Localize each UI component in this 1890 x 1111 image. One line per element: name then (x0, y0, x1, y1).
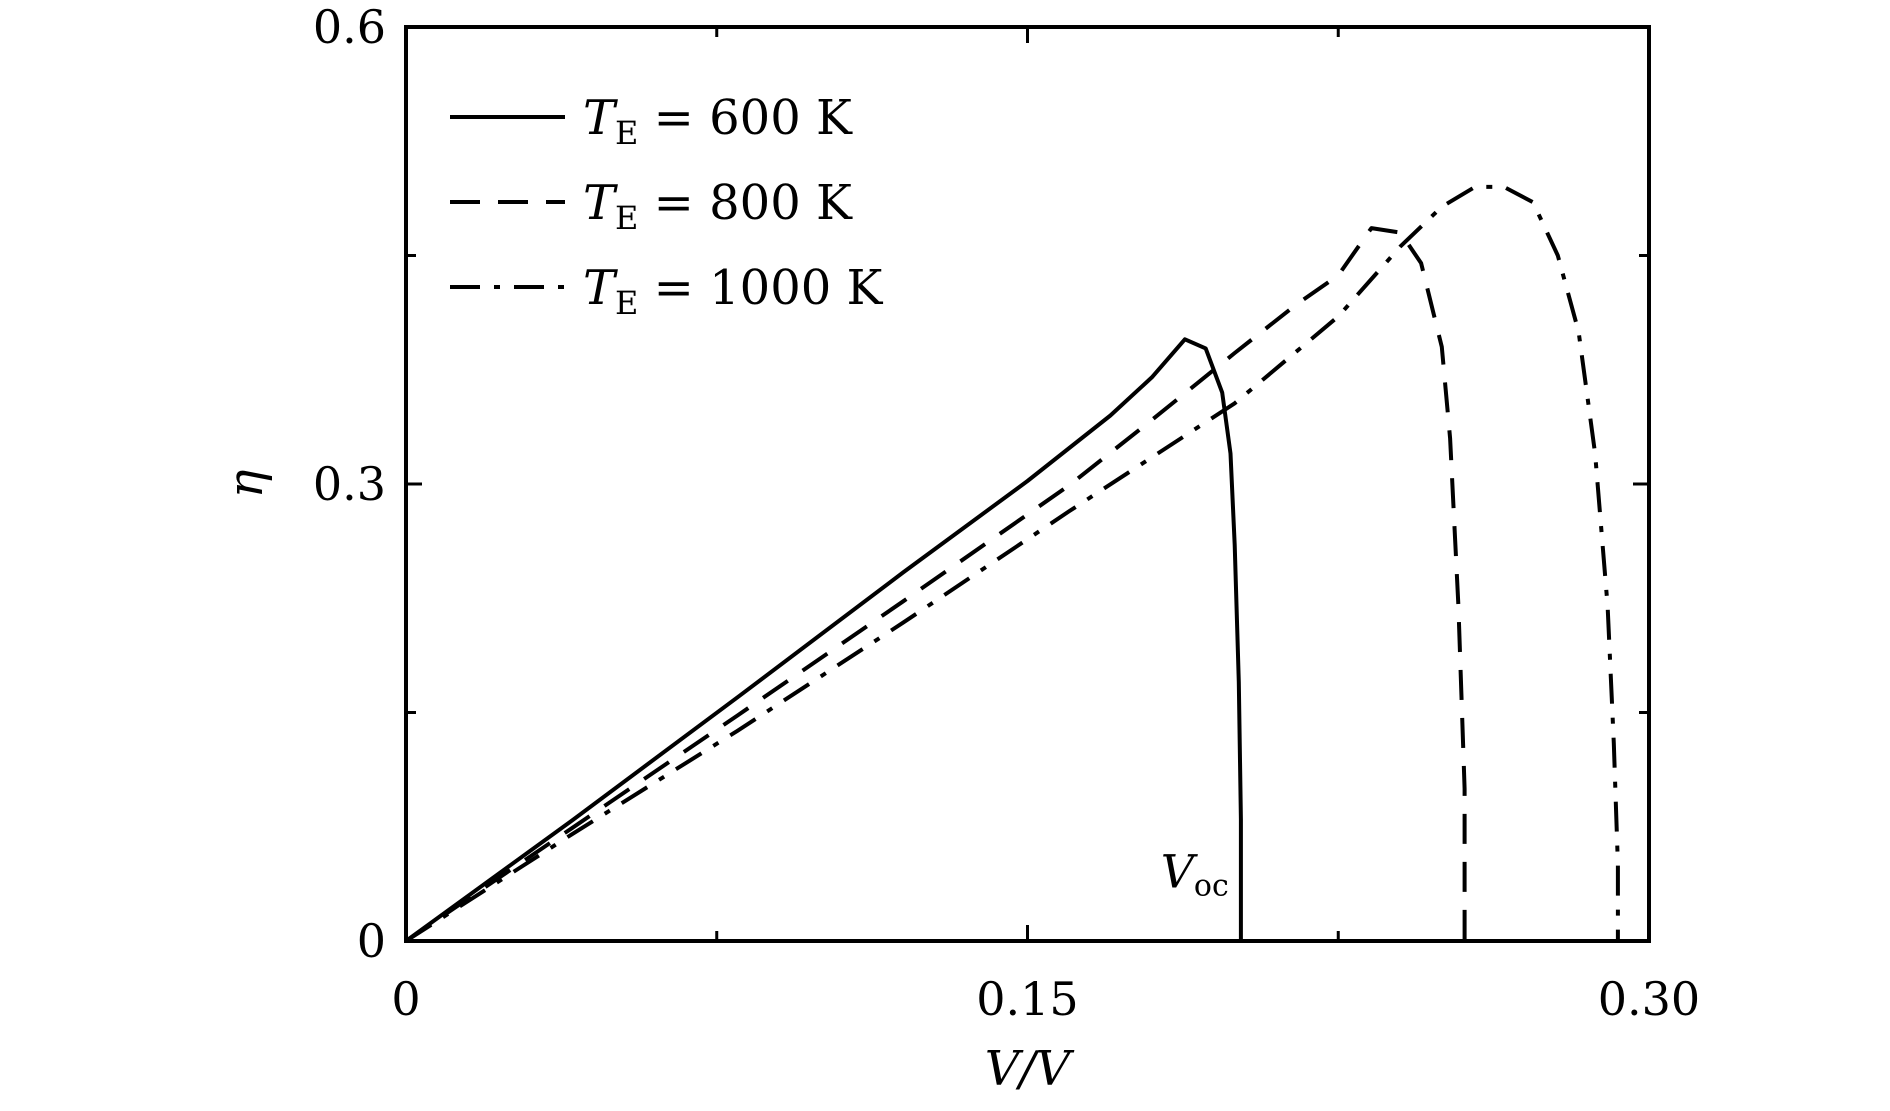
y-axis-title: η (218, 469, 274, 498)
series-line-0 (404, 337, 1243, 943)
ticks-layer (404, 25, 1651, 943)
y-tick-label-1: 0.3 (313, 457, 386, 511)
series-line-1 (404, 226, 1467, 943)
y-tick-label-2: 0.6 (313, 0, 386, 54)
tick-labels-layer: 0 0.15 0.30 0 0.3 0.6 (313, 0, 1700, 1026)
legend-label-1: TE = 800 K (583, 175, 853, 237)
x-tick-label-1: 0.15 (976, 972, 1078, 1026)
y-tick-label-0: 0 (357, 914, 386, 968)
x-axis-title: V/V (985, 1041, 1075, 1097)
x-tick-label-0: 0 (391, 972, 420, 1026)
series-line-2 (404, 184, 1620, 943)
annotations-layer: Voc (1161, 845, 1229, 904)
legend-label-2: TE = 1000 K (583, 260, 884, 322)
x-tick-label-2: 0.30 (1598, 972, 1700, 1026)
series-layer (404, 184, 1620, 943)
legend-label-0: TE = 600 K (583, 90, 853, 152)
legend: TE = 600 K TE = 800 K TE = 1000 K (450, 90, 884, 322)
annotation-0: Voc (1161, 845, 1229, 904)
